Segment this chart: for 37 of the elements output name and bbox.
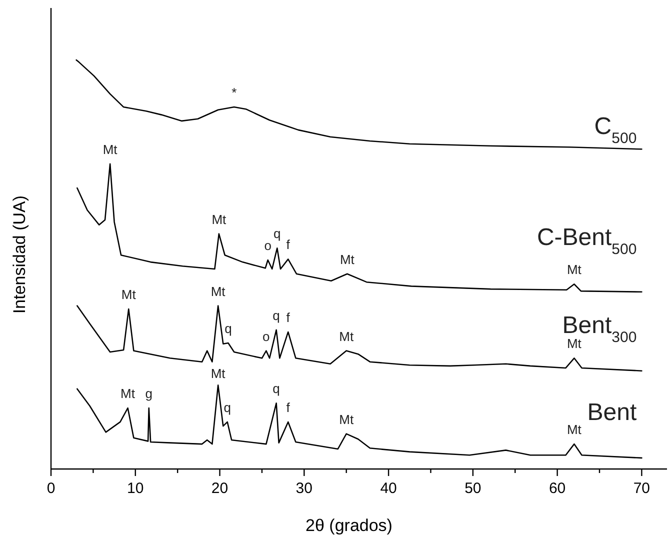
x-tick-label: 30 — [296, 480, 312, 497]
series-label: Bent — [587, 398, 638, 426]
annotation: g — [145, 386, 152, 402]
annotation: Mt — [340, 252, 355, 267]
annotation: o — [262, 328, 270, 344]
annotation: Mt — [120, 386, 136, 402]
annotation: f — [286, 400, 290, 415]
annotation: Mt — [121, 287, 136, 302]
annotation: Mt — [566, 422, 582, 438]
annotation: Mt — [212, 212, 227, 227]
annotation: q — [272, 381, 280, 396]
x-tick-label: 10 — [127, 480, 144, 497]
series-label: C$_{500}$ — [594, 113, 637, 147]
annotation: Mt — [566, 336, 582, 352]
annotation: Mt — [339, 328, 354, 344]
annotation: q — [224, 321, 232, 336]
annotation: Mt — [210, 284, 226, 299]
x-tick-label: 60 — [548, 480, 566, 497]
annotation: q — [274, 226, 281, 242]
annotation: Mt — [210, 366, 226, 382]
annotation: o — [264, 238, 272, 253]
x-tick-label: 50 — [464, 480, 482, 497]
x-tick-label: 0 — [46, 480, 56, 497]
annotation: q — [272, 308, 280, 323]
annotation: q — [224, 400, 231, 415]
annotation: Mt — [339, 412, 354, 427]
series-label: C-Bent$_{500}$ — [536, 224, 637, 258]
x-tick-label: 20 — [211, 480, 228, 497]
annotation: f — [286, 310, 290, 325]
x-tick-label: 40 — [380, 480, 397, 497]
y-axis-title: Intensidad (UA) — [10, 195, 29, 314]
annotation: Mt — [102, 142, 118, 157]
x-axis-title: 2θ (grados) — [306, 516, 392, 535]
x-tick-label: 70 — [633, 480, 650, 497]
annotation: f — [286, 237, 290, 252]
annotation: * — [232, 85, 237, 100]
annotation: Mt — [566, 262, 582, 278]
